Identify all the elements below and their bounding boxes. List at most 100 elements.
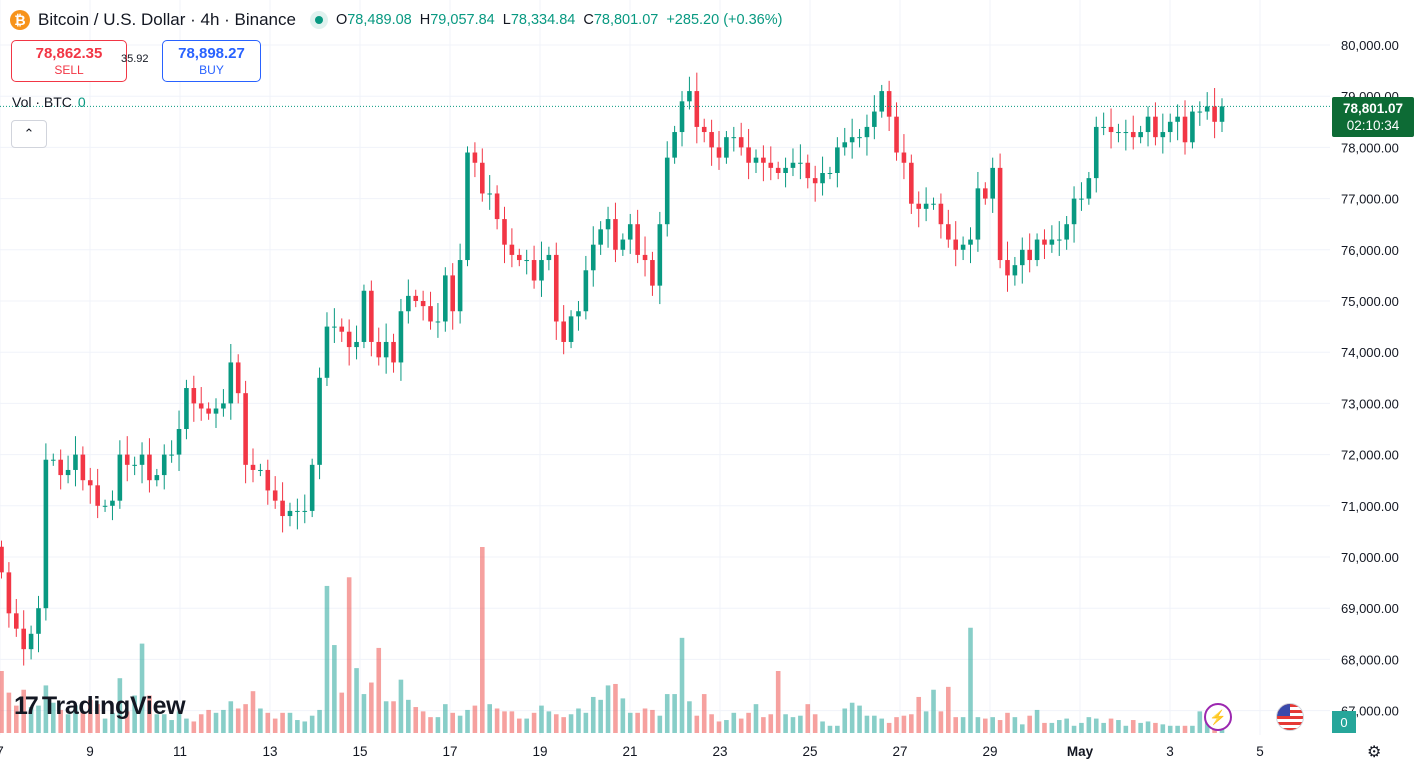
volume-bar: [761, 717, 766, 733]
gear-icon[interactable]: ⚙: [1367, 744, 1382, 761]
volume-bar: [376, 647, 382, 733]
volume-bar: [1093, 718, 1099, 733]
volume-bar: [738, 718, 744, 733]
volume-legend-label: Vol · BTC: [12, 94, 72, 110]
candle-body: [724, 137, 729, 158]
candle-body: [553, 254, 559, 322]
volume-bar: [842, 708, 848, 733]
candle-body: [287, 510, 293, 517]
x-tick-label: 13: [262, 744, 277, 759]
volume-bar: [827, 725, 833, 733]
volume-bar: [250, 691, 256, 733]
x-tick-label: 17: [442, 744, 457, 759]
volume-bar: [87, 699, 93, 733]
candle-body: [916, 203, 922, 209]
time-axis[interactable]: 7 9 11 13 15 17 19 21 23 25 27 29 May 3 5: [0, 744, 1264, 759]
candle-body: [398, 311, 404, 363]
lightning-icon[interactable]: ⚡: [1204, 703, 1232, 731]
candle-body: [369, 290, 374, 342]
volume-bar: [154, 714, 160, 733]
volume-bar: [1153, 722, 1158, 733]
volume-bar: [775, 671, 781, 733]
candle-body: [502, 219, 507, 245]
market-open-icon: [309, 11, 328, 29]
y-tick-label: 73,000.00: [1341, 396, 1399, 411]
candle-body: [561, 321, 566, 342]
ohlc-values: O78,489.08 H79,057.84 L78,334.84 C78,801…: [336, 12, 782, 28]
volume-bar: [642, 708, 648, 733]
volume-bar: [1079, 722, 1084, 733]
tradingview-logo[interactable]: 17 TradingView: [14, 692, 186, 721]
collapse-legend-button[interactable]: ⌃: [11, 120, 47, 148]
volume-bar: [450, 712, 456, 733]
candle-body: [997, 167, 1003, 261]
candle-body: [664, 157, 670, 225]
volume-bar: [472, 705, 478, 733]
volume-bar: [228, 701, 234, 733]
candle-body: [383, 341, 389, 358]
sell-button[interactable]: 78,862.35 SELL: [11, 40, 127, 82]
candle-body: [805, 162, 811, 179]
candle-body: [1079, 198, 1084, 200]
candle-body: [213, 408, 219, 414]
candle-body: [1175, 116, 1180, 122]
us-flag-icon[interactable]: [1276, 703, 1304, 731]
change-value: +285.20 (+0.36%): [666, 12, 783, 28]
volume-bar: [605, 685, 611, 733]
candle-body: [864, 126, 870, 138]
candle-body: [1101, 126, 1106, 128]
candle-body: [909, 162, 914, 204]
candle-body: [154, 475, 160, 481]
candle-body: [420, 301, 426, 307]
chevron-up-icon: ⌃: [23, 126, 35, 141]
candle-body: [317, 377, 322, 465]
volume-bar: [516, 718, 522, 733]
candle-body: [590, 244, 596, 271]
volume-bar: [531, 712, 537, 733]
x-tick-label: 5: [1256, 744, 1264, 759]
candle-body: [221, 403, 226, 409]
volume-bar: [435, 717, 441, 733]
volume-bar: [383, 701, 389, 733]
volume-legend[interactable]: Vol · BTC 0: [12, 94, 86, 110]
candle-body: [1182, 116, 1188, 143]
open-value: 78,489.08: [347, 12, 412, 28]
candle-body: [265, 469, 271, 491]
volume-bar: [1064, 718, 1069, 733]
candle-body: [50, 459, 56, 461]
low-key: L: [502, 12, 511, 28]
volume-bar: [110, 712, 115, 733]
volume-bar: [58, 709, 63, 733]
buy-button[interactable]: 78,898.27 BUY: [162, 40, 261, 82]
symbol-title[interactable]: Bitcoin / U.S. Dollar · 4h · Binance: [38, 10, 296, 29]
candle-body: [938, 203, 944, 225]
volume-bar: [783, 714, 788, 733]
price-axis[interactable]: 80,000.0079,000.0078,000.0077,000.0076,0…: [1341, 38, 1399, 719]
volume-last-label: 0: [1332, 711, 1356, 733]
volume-bar: [36, 705, 41, 733]
y-tick-label: 68,000.00: [1341, 652, 1399, 667]
candle-body: [820, 173, 825, 184]
candle-body: [975, 188, 981, 240]
volume-bar: [480, 547, 485, 733]
volume-bar: [206, 709, 211, 733]
candle-body: [1145, 116, 1151, 133]
candle-body: [1042, 239, 1047, 245]
candle-body: [1005, 260, 1010, 276]
candle-body: [687, 91, 692, 102]
candle-body: [339, 326, 345, 332]
volume-bar: [598, 699, 603, 733]
candle-body: [95, 485, 100, 506]
volume-bar: [191, 721, 197, 733]
volume-bar: [117, 678, 123, 733]
high-value: 79,057.84: [430, 12, 495, 28]
volume-bar: [1197, 711, 1203, 733]
volume-bar: [309, 715, 315, 733]
candle-body: [894, 116, 899, 153]
volume-bar: [346, 577, 352, 733]
candle-body: [1197, 111, 1203, 113]
volume-bar: [946, 686, 951, 733]
volume-bar: [43, 685, 49, 733]
volume-bar: [820, 721, 825, 733]
